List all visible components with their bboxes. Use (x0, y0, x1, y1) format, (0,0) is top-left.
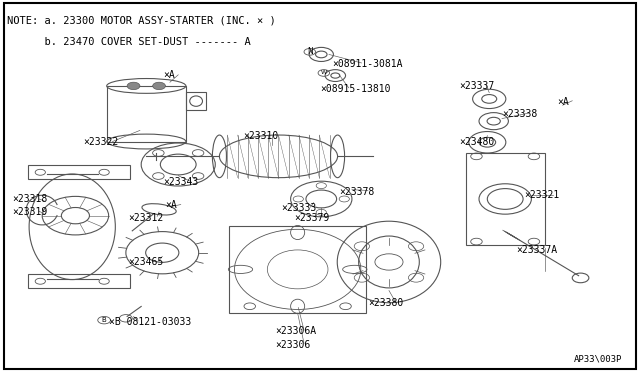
Bar (466, 153, 545, 245)
Text: ×23319: ×23319 (12, 207, 47, 217)
Circle shape (127, 82, 140, 90)
Text: ×23378: ×23378 (339, 187, 374, 196)
Text: ×08911-3081A: ×08911-3081A (333, 59, 403, 69)
Text: ×23321: ×23321 (524, 190, 559, 200)
Text: ×23312: ×23312 (129, 212, 164, 222)
Text: ×A: ×A (164, 70, 175, 80)
Text: ×23380: ×23380 (368, 298, 403, 308)
Text: ×23306: ×23306 (275, 340, 310, 350)
Text: b. 23470 COVER SET-DUST ------- A: b. 23470 COVER SET-DUST ------- A (7, 37, 251, 47)
Text: B: B (102, 317, 106, 323)
Text: AP33\003P: AP33\003P (574, 355, 623, 364)
Text: ×08915-13810: ×08915-13810 (320, 84, 390, 94)
Text: ×23333: ×23333 (282, 203, 317, 213)
Text: ×A: ×A (557, 96, 570, 106)
Text: ×23322: ×23322 (84, 137, 119, 147)
Text: ×23337: ×23337 (460, 81, 495, 91)
Text: ×A: ×A (166, 200, 177, 210)
Text: ×23465: ×23465 (129, 257, 164, 267)
Bar (229, 226, 366, 313)
Bar (107, 86, 186, 141)
Text: N: N (307, 47, 313, 56)
Bar (28, 165, 130, 179)
Text: ×23480: ×23480 (460, 137, 495, 147)
Text: ×23337A: ×23337A (516, 245, 558, 255)
Text: ×23318: ×23318 (12, 194, 47, 204)
Text: ×23310: ×23310 (243, 131, 278, 141)
Text: NOTE: a. 23300 MOTOR ASSY-STARTER (INC. × ): NOTE: a. 23300 MOTOR ASSY-STARTER (INC. … (7, 16, 276, 26)
Text: W: W (321, 70, 327, 76)
Text: ×B 08121-03033: ×B 08121-03033 (109, 317, 191, 327)
Text: ×23306A: ×23306A (275, 326, 316, 336)
Text: ×23379: ×23379 (294, 212, 330, 222)
Bar (186, 92, 206, 110)
Circle shape (153, 82, 166, 90)
Text: ×23343: ×23343 (164, 177, 199, 187)
Text: ×23338: ×23338 (502, 109, 537, 119)
Bar (28, 274, 130, 288)
